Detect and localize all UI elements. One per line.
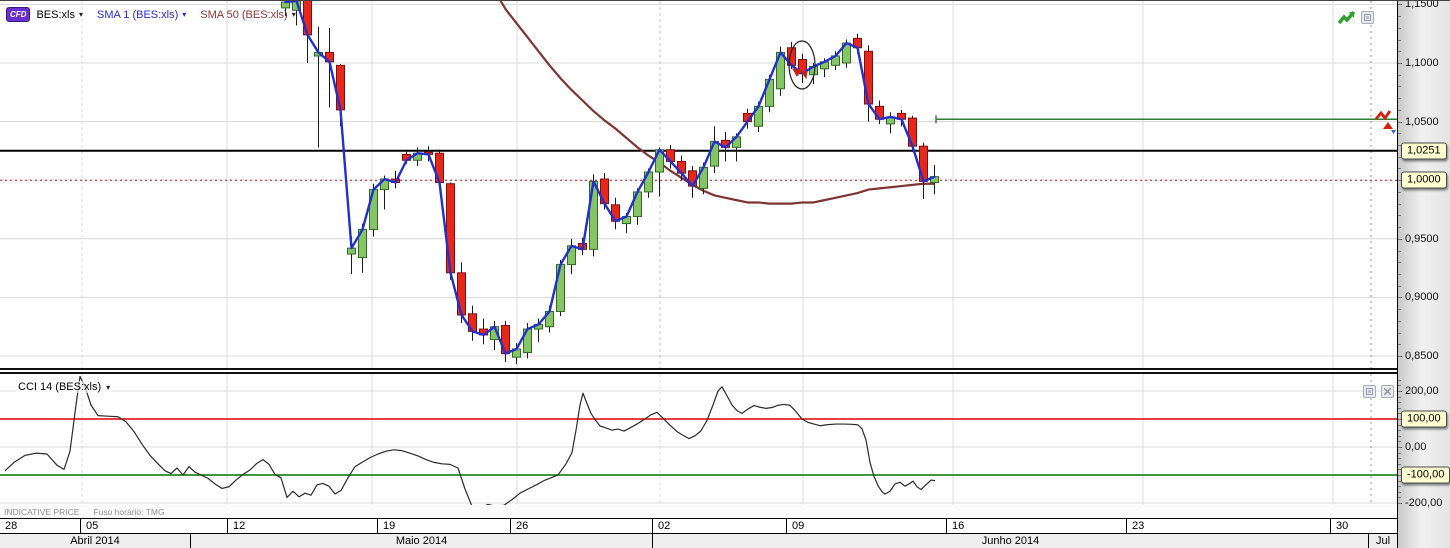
date-tick-cell: 30	[1330, 519, 1397, 533]
date-tick-cell: 26	[510, 519, 652, 533]
sma50-line[interactable]	[499, 1, 935, 205]
month-cell: Junho 2014	[652, 534, 1368, 548]
sma50-legend-item[interactable]: SMA 50 (BES:xls) ▾	[200, 9, 295, 21]
date-tick-cell: 16	[946, 519, 1126, 533]
price-level-lines	[0, 115, 1397, 181]
sma50-label: SMA 50 (BES:xls)	[200, 8, 288, 21]
sma1-legend-item[interactable]: SMA 1 (BES:xls) ▾	[97, 9, 186, 21]
date-tick-cell: 12	[227, 519, 377, 533]
candle-down	[336, 64, 345, 111]
sell-signal-marker[interactable]	[792, 68, 808, 80]
cci-line[interactable]	[4, 375, 936, 505]
date-tick-cell: 05	[80, 519, 227, 533]
date-tick-cell: 09	[786, 519, 946, 533]
cci-axis-label: 200,00	[1405, 385, 1439, 397]
trend-up-icon[interactable]	[1338, 9, 1358, 27]
month-axis[interactable]: Abril 2014 Maio 2014 Junho 2014 Jul	[0, 534, 1397, 548]
price-axis-label: 0,8500	[1405, 350, 1439, 362]
cci-axis-label: 0,00	[1405, 441, 1427, 453]
chevron-down-icon[interactable]: ▾	[182, 10, 187, 19]
instrument-label: BES:xls	[36, 8, 75, 21]
cci-axis-label: -200,00	[1405, 497, 1443, 509]
month-cell: Jul	[1368, 534, 1397, 548]
chart-column: INDICATIVE PRICE Fuso horário: TMG 28 05 1…	[0, 1, 1397, 548]
restore-indicator-button[interactable]	[1363, 385, 1376, 398]
price-axis-boxed-label: 1,0251	[1401, 142, 1447, 160]
cci-axis-boxed-label: -100,00	[1401, 466, 1450, 484]
price-chart-canvas[interactable]	[0, 1, 1397, 368]
cci-axis-boxed-label: 100,00	[1401, 410, 1447, 428]
cci-chart-canvas[interactable]	[0, 374, 1397, 505]
price-axis-label: 0,9500	[1405, 232, 1439, 245]
indicative-price-text: INDICATIVE PRICE	[4, 506, 80, 517]
instrument-selector[interactable]: BES:xls ▾	[36, 9, 83, 21]
month-cell: Abril 2014	[70, 535, 120, 547]
price-axis-label: 0,9000	[1405, 291, 1439, 304]
cfd-badge: CFD	[6, 7, 31, 22]
date-axis[interactable]: 28 05 12 19 26 02 09 16 23 30	[0, 518, 1397, 534]
date-tick-cell: 28	[0, 519, 80, 533]
month-cell: Maio 2014	[190, 534, 652, 548]
close-indicator-button[interactable]	[1381, 385, 1394, 398]
status-bar: INDICATIVE PRICE Fuso horário: TMG	[0, 505, 1397, 518]
chevron-down-icon[interactable]: ▾	[106, 382, 111, 392]
cci-legend-item[interactable]: CCI 14 (BES:xls) ▾	[16, 381, 113, 393]
candles[interactable]	[281, 1, 939, 365]
timezone-text: Fuso horário: TMG	[93, 506, 165, 517]
panel-separator[interactable]	[0, 368, 1397, 374]
cci-gridlines	[0, 374, 1397, 505]
restore-window-button[interactable]	[1361, 11, 1374, 24]
chevron-down-icon[interactable]: ▾	[291, 10, 296, 19]
sma1-label: SMA 1 (BES:xls)	[96, 8, 179, 21]
price-axis-label: 1,0500	[1405, 115, 1439, 128]
chart-legend: CFD BES:xls ▾ SMA 1 (BES:xls) ▾ SMA 50 (…	[6, 7, 304, 22]
price-axis-boxed-label: 1,0000	[1401, 171, 1447, 189]
price-axis-label: 1,1500	[1405, 0, 1439, 11]
candle-up	[292, 1, 301, 11]
price-axis-label: 1,1000	[1405, 57, 1439, 69]
price-alert-icon[interactable]	[1374, 109, 1397, 135]
candle-down	[864, 50, 873, 105]
date-tick-cell: 19	[377, 519, 510, 533]
chevron-down-icon[interactable]: ▾	[78, 10, 83, 19]
main-gridlines	[0, 1, 1397, 368]
cci-label: CCI 14 (BES:xls)	[18, 381, 102, 393]
date-tick-cell: 23	[1126, 519, 1330, 533]
value-axis-column[interactable]: 1,1500 1,1000 1,0500 0,9500 0,9000 0,8500 1,02…	[1397, 1, 1450, 548]
date-tick-cell: 02	[652, 519, 786, 533]
sma1-line[interactable]	[284, 1, 936, 355]
ellipse-annotation[interactable]	[788, 40, 816, 90]
